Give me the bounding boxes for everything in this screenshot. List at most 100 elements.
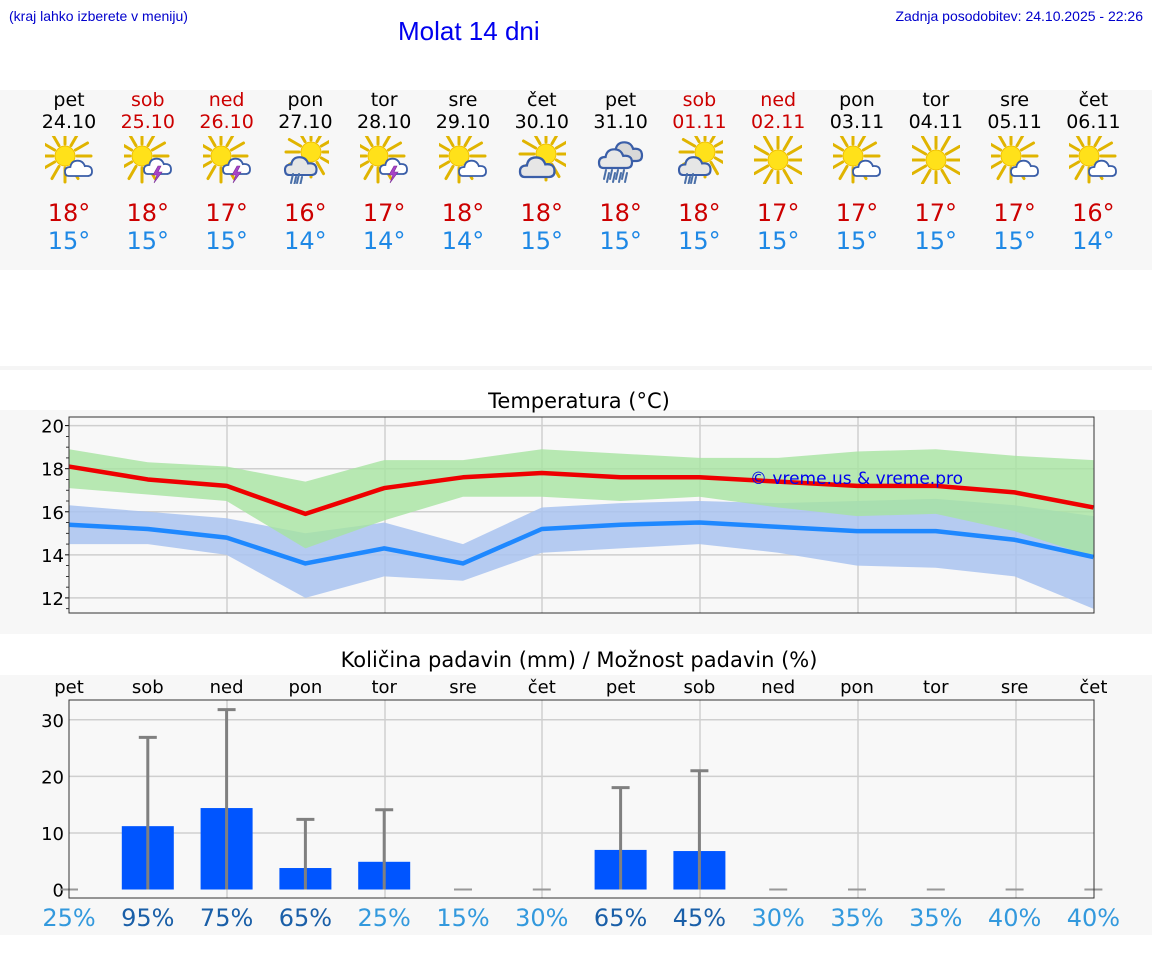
y-tick-label: 0 [53, 881, 64, 902]
min-temperature: 15° [678, 227, 721, 255]
sun-shape [754, 136, 803, 184]
day-date: 30.10 [514, 111, 569, 133]
x-category-label: sre [449, 677, 476, 698]
cloud-shape [1088, 159, 1118, 177]
day-name: sre [1000, 89, 1030, 111]
y-tick-label: 10 [41, 824, 64, 845]
day-date: 02.11 [750, 111, 806, 133]
max-temperature: 16° [1072, 199, 1115, 227]
max-temperature: 18° [126, 199, 170, 227]
max-temperature: 18° [599, 199, 642, 227]
max-temperature: 18° [441, 199, 485, 227]
y-tick-label: 30 [41, 711, 64, 732]
min-temperature-range [69, 498, 1094, 609]
max-temperature: 17° [835, 199, 879, 227]
x-category-label: sob [132, 677, 164, 698]
plot-frame [68, 699, 1095, 899]
precipitation-probability: 35% [909, 904, 962, 932]
day-name: ned [760, 89, 797, 111]
page-title: Molat 14 dni [398, 16, 540, 46]
day-date: 27.10 [278, 111, 333, 133]
sun-cloud-icon [833, 136, 881, 184]
precipitation-probability: 45% [673, 904, 726, 932]
max-temperature: 17° [756, 199, 800, 227]
min-temperature: 15° [205, 227, 248, 255]
rain-drop [296, 173, 301, 184]
lightning-shape [152, 165, 163, 184]
day-date: 03.11 [829, 111, 885, 133]
day-name: pon [839, 89, 875, 111]
location-note: (kraj lahko izberete v meniju) [9, 8, 188, 24]
max-temperature-line [68, 464, 1094, 517]
min-temperature-line [68, 520, 1094, 566]
max-temperature: 18° [520, 199, 564, 227]
temperature-chart: 12 14 16 18 20 Temperatura (°C) © vreme.us & v… [41, 389, 1095, 614]
y-tick-label: 14 [41, 546, 64, 567]
rain-drop [611, 172, 616, 183]
day-date: 05.11 [987, 111, 1042, 133]
lightning-shape [231, 165, 242, 184]
min-temperature: 15° [756, 227, 800, 255]
precipitation-probability: 35% [830, 904, 883, 932]
cloud-shape [518, 156, 556, 179]
rain-drop [684, 173, 689, 184]
sun-shape [911, 136, 960, 184]
precipitation-probability: 95% [121, 904, 174, 932]
rain-drop [687, 176, 692, 184]
min-temperature: 15° [914, 227, 958, 255]
x-category-label: čet [1079, 677, 1107, 698]
cloud-shape [64, 159, 93, 177]
x-category-label: pon [840, 677, 874, 698]
precipitation-probability: 25% [358, 904, 411, 932]
y-tick-label: 12 [41, 589, 64, 610]
rain-drop [602, 169, 607, 180]
rain-drop [299, 176, 304, 184]
precipitation-chart-title: Količina padavin (mm) / Možnost padavin … [341, 648, 818, 672]
day-name: čet [527, 89, 557, 111]
sun-thunder-icon [123, 136, 172, 184]
max-temperature: 16° [284, 199, 327, 227]
y-tick-label: 16 [41, 503, 64, 524]
x-category-label: pet [54, 677, 84, 698]
min-temperature: 15° [126, 227, 170, 255]
x-category-label: pon [288, 677, 322, 698]
daily-forecast-strip: pet 24.10 18° 15° sob 25.10 18° 15° ned 26.10 17° 1… [0, 90, 1152, 270]
temperature-chart-title: Temperatura (°C) [487, 389, 670, 413]
day-date: 06.11 [1066, 111, 1121, 133]
y-tick-label: 18 [41, 460, 64, 481]
rain-drop [617, 172, 622, 183]
sun-cloud-icon [439, 136, 487, 184]
x-category-label: tor [923, 677, 949, 698]
precipitation-probability: 30% [515, 904, 568, 932]
rain-cloud-icon [597, 141, 643, 183]
sun-rain-icon [678, 136, 724, 184]
max-temperature: 17° [914, 199, 958, 227]
day-name: sob [131, 89, 165, 111]
x-category-label: sre [1001, 677, 1028, 698]
rain-drop [293, 176, 298, 184]
min-temperature: 15° [993, 227, 1036, 255]
day-date: 29.10 [435, 111, 491, 133]
sun-icon [911, 136, 960, 184]
last-update-time: Zadnja posodobitev: 24.10.2025 - 22:26 [895, 8, 1143, 24]
day-name: ned [208, 89, 245, 111]
precipitation-probability: 75% [200, 904, 253, 932]
sun-cloudy-icon [518, 136, 566, 182]
precipitation-probability: 25% [42, 904, 95, 932]
divider [0, 366, 1152, 370]
max-temperature: 17° [205, 199, 248, 227]
lightning-shape [388, 165, 399, 184]
plot-frame [68, 416, 1095, 614]
y-tick-label: 20 [41, 417, 64, 438]
cloud-shape [458, 159, 487, 177]
day-date: 04.11 [908, 111, 963, 133]
day-date: 26.10 [199, 111, 254, 133]
sun-shape [360, 136, 406, 184]
min-temperature: 14° [441, 227, 485, 255]
x-category-label: pet [606, 677, 636, 698]
min-temperature: 15° [835, 227, 879, 255]
precipitation-probability: 15% [436, 904, 489, 932]
x-category-label: sob [683, 677, 715, 698]
sun-shape [833, 136, 881, 184]
